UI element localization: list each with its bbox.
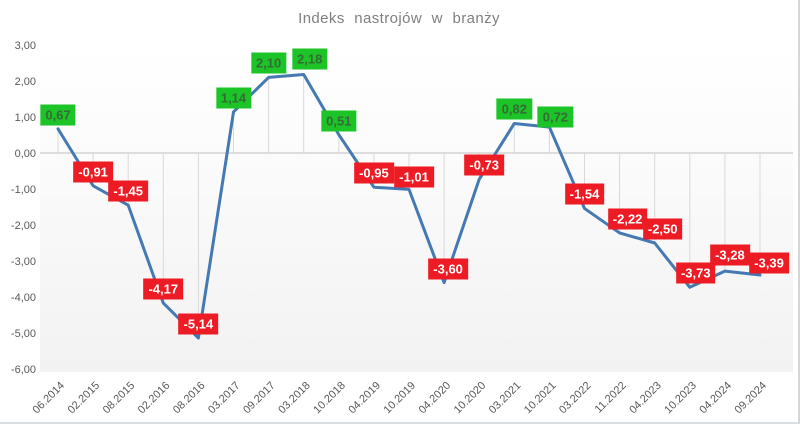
x-tick-label: 03.2017 [206,380,243,417]
y-tick-label: 1,00 [15,112,36,124]
x-tick-label: 03.2021 [487,380,524,417]
x-tick-label: 09.2017 [241,380,278,417]
x-tick-label: 03.2018 [276,380,313,417]
y-tick-label: -1,00 [11,184,36,196]
x-tick-label: 09.2024 [733,380,770,417]
y-tick-label: 2,00 [15,76,36,88]
y-tick-label: -4,00 [11,292,36,304]
x-tick-label: 10.2023 [662,380,699,417]
x-tick-label: 03.2022 [557,380,594,417]
x-tick-label: 02.2015 [66,380,103,417]
chart-title: Indeks nastrojów w branży [298,10,500,27]
x-tick-label: 04.2020 [417,380,454,417]
x-tick-label: 10.2021 [522,380,559,417]
x-tick-label: 10.2018 [311,380,348,417]
x-tick-label: 02.2016 [136,380,173,417]
x-tick-label: 10.2019 [382,380,419,417]
x-tick-label: 04.2024 [697,380,734,417]
y-tick-label: 3,00 [15,40,36,52]
x-tick-label: 06.2014 [31,380,68,417]
y-tick-label: 0,00 [15,148,36,160]
y-tick-label: -3,00 [11,256,36,268]
x-tick-label: 10.2020 [452,380,489,417]
y-tick-label: -5,00 [11,328,36,340]
series-line [56,73,762,340]
y-tick-label: -2,00 [11,220,36,232]
x-tick-label: 11.2022 [593,380,629,416]
x-tick-label: 04.2023 [627,380,664,417]
x-tick-label: 08.2016 [171,380,208,417]
x-tick-label: 04.2019 [346,380,383,417]
x-tick-label: 08.2015 [101,380,138,417]
y-tick-label: -6,00 [11,364,36,376]
